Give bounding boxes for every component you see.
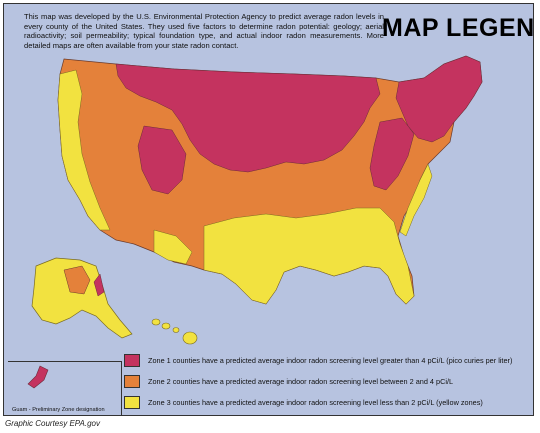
zone3-atlantic — [399, 163, 433, 237]
legend-zone1: Zone 1 counties have a predicted average… — [124, 350, 532, 371]
zone1-northeast — [395, 55, 483, 143]
legend-zone3: Zone 3 counties have a predicted average… — [124, 392, 532, 413]
intro-text: This map was developed by the U.S. Envir… — [24, 12, 384, 50]
guam-inset-box — [8, 361, 122, 415]
zone1-appalachian — [369, 117, 415, 191]
zone3-southwest — [153, 229, 193, 265]
alaska-zone2 — [63, 265, 91, 295]
legend-title: MAP LEGEND — [382, 14, 534, 42]
radon-zone-map — [27, 55, 483, 389]
hawaii-islands — [151, 318, 198, 345]
zone2-swatch — [124, 375, 140, 388]
guam-shape — [27, 365, 49, 389]
zone1-swatch — [124, 354, 140, 367]
guam-label: Guam - Preliminary Zone designation — [12, 407, 105, 413]
zone3-pacific — [57, 69, 111, 231]
alaska-shape — [31, 257, 133, 339]
legend: Zone 1 counties have a predicted average… — [124, 350, 532, 413]
zone1-north-central — [115, 63, 381, 173]
zone3-label: Zone 3 counties have a predicted average… — [148, 398, 483, 407]
zone1-rockies — [137, 125, 187, 195]
map-frame: This map was developed by the U.S. Envir… — [3, 3, 534, 416]
legend-zone2: Zone 2 counties have a predicted average… — [124, 371, 532, 392]
zone3-south — [203, 207, 415, 305]
zone1-label: Zone 1 counties have a predicted average… — [148, 356, 513, 365]
credit-text: Graphic Courtesy EPA.gov — [5, 419, 101, 428]
zone3-swatch — [124, 396, 140, 409]
zone2-label: Zone 2 counties have a predicted average… — [148, 377, 454, 386]
alaska-zone1 — [93, 273, 105, 297]
